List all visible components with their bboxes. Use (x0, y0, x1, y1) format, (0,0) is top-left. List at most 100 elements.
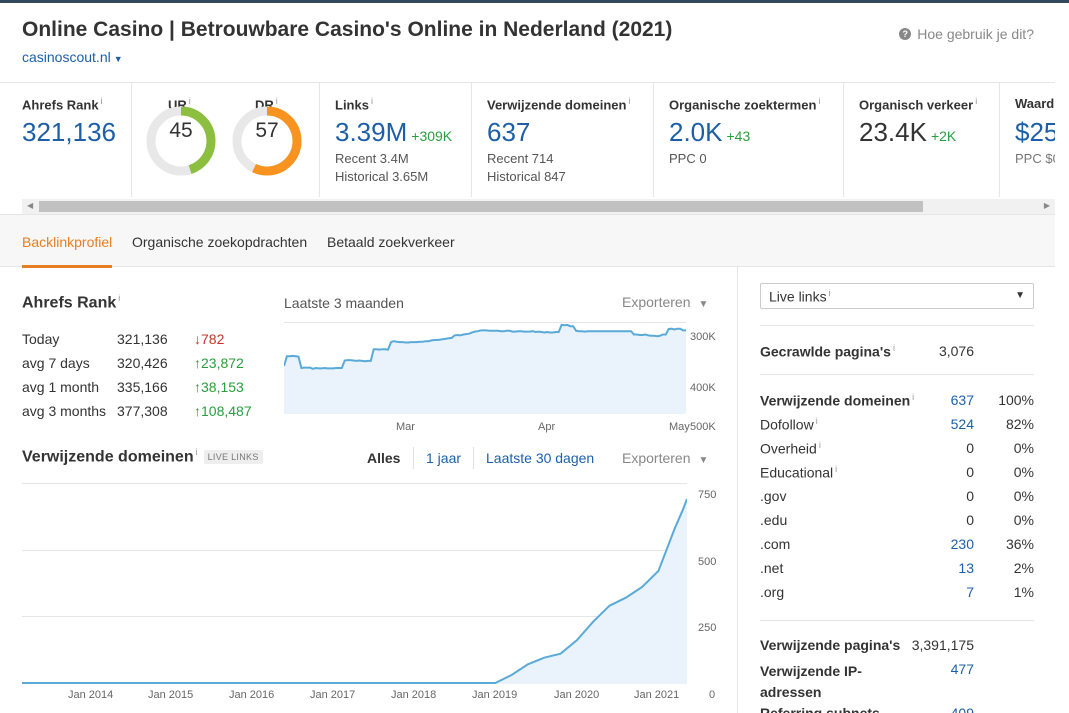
range-divider (473, 447, 474, 469)
rank-row-change: ↑38,153 (194, 379, 244, 395)
info-icon[interactable]: i (815, 416, 818, 426)
rank-row-label: avg 1 month (22, 379, 100, 395)
metric-ahrefs-rank: Ahrefs Rank i 321,136 (0, 83, 132, 197)
stat-row: Overheid i 0 0% (760, 440, 1034, 460)
stat-row: .net 13 2% (760, 560, 1034, 580)
stat-value-link[interactable]: 477 (950, 661, 974, 677)
rank-y-tick: 400K (690, 382, 716, 394)
arrow-down-icon: ↓ (194, 331, 201, 347)
caret-down-icon: ▼ (1015, 290, 1025, 301)
chevron-down-icon: ▼ (113, 54, 123, 64)
divider (760, 620, 1034, 621)
export-label: Exporteren (622, 294, 691, 310)
info-icon[interactable]: i (275, 96, 278, 106)
range-1-year[interactable]: 1 jaar (426, 450, 462, 466)
ref-domains-value[interactable]: 637 (487, 117, 531, 147)
metric-links: Links i 3.39M +309K Recent 3.4M Historical… (320, 83, 472, 197)
ref-y-tick: 250 (698, 622, 717, 634)
info-icon[interactable]: i (818, 440, 821, 450)
organic-traffic-delta: +2K (930, 128, 957, 144)
info-icon[interactable]: i (100, 96, 103, 106)
links-delta: +309K (411, 128, 453, 144)
info-icon[interactable]: i (892, 343, 895, 353)
info-icon[interactable]: i (912, 392, 915, 402)
rank-row-change-value: 108,487 (201, 403, 252, 419)
scroll-left-icon[interactable]: ◀ (27, 201, 34, 210)
stat-label-text: Dofollow (760, 416, 814, 433)
info-icon[interactable]: i (118, 293, 121, 303)
rank-row-label: Today (22, 331, 60, 347)
rank-area (284, 324, 686, 414)
links-value[interactable]: 3.39M (335, 117, 408, 147)
arrow-up-icon: ↑ (194, 379, 201, 395)
stat-value-link[interactable]: 13 (958, 560, 974, 576)
divider (760, 325, 1034, 326)
rank-export-button[interactable]: Exporteren ▼ (622, 294, 708, 310)
stat-percent: 82% (1005, 416, 1034, 432)
ref-y-tick: 0 (709, 689, 716, 701)
info-icon[interactable]: i (188, 96, 191, 106)
stat-ref-domains: Verwijzende domeinen i 637 100% (760, 392, 1034, 412)
stat-label: Verwijzende IP-adressen (760, 661, 862, 703)
stat-label: Dofollow i (760, 416, 818, 433)
ref-x-tick: Jan 2021 (634, 689, 680, 701)
scroll-right-icon[interactable]: ▶ (1043, 201, 1050, 210)
metric-organic-traffic: Organisch verkeer i 23.4K +2K (844, 83, 1000, 197)
range-all[interactable]: Alles (367, 450, 401, 466)
scrollbar-thumb[interactable] (39, 201, 923, 212)
value-value[interactable]: $25 (1015, 117, 1055, 147)
stat-value: 0 (966, 440, 974, 456)
help-label: Hoe gebruik je dit? (917, 26, 1034, 42)
tab-backlinkprofiel[interactable]: Backlinkprofiel (22, 234, 113, 250)
rank-row-value: 335,166 (117, 379, 168, 395)
ahrefs-rank-value[interactable]: 321,136 (22, 117, 116, 147)
organic-keywords-value[interactable]: 2.0K (669, 117, 723, 147)
info-icon[interactable]: i (370, 96, 373, 106)
stat-label-text: .edu (760, 512, 788, 528)
rank-row-value: 320,426 (117, 355, 168, 371)
stat-percent: 0% (1013, 440, 1034, 456)
stat-percent: 0% (1013, 512, 1034, 528)
range-divider (413, 447, 414, 469)
rank-row-change-value: 782 (201, 331, 225, 347)
stat-value-link[interactable]: 7 (966, 584, 974, 600)
ref-x-tick: Jan 2014 (68, 689, 114, 701)
info-icon[interactable]: i (818, 96, 821, 106)
stat-label-text: .gov (760, 488, 787, 504)
stat-label: Gecrawlde pagina's (760, 343, 891, 360)
tab-organische-zoekopdrachten[interactable]: Organische zoekopdrachten (132, 234, 308, 250)
info-icon: i (828, 288, 831, 298)
ref-area (22, 499, 687, 684)
rank-row-label: avg 3 months (22, 403, 107, 419)
stat-value-link[interactable]: 524 (950, 416, 974, 432)
divider (760, 374, 1034, 375)
live-links-select-label: Live links (769, 288, 827, 305)
stat-row: Educational i 0 0% (760, 464, 1034, 484)
live-links-select[interactable]: Live links i ▼ (760, 283, 1034, 309)
ref-y-tick: 500 (698, 556, 717, 568)
stat-label-line: Verwijzende IP- (760, 663, 862, 679)
stat-value: 3,076 (938, 343, 974, 359)
help-link[interactable]: ? Hoe gebruik je dit? (899, 26, 1034, 42)
top-accent-bar (0, 0, 1069, 3)
stat-value-link[interactable]: 409 (950, 705, 974, 713)
stat-percent: 0% (1013, 464, 1034, 480)
info-icon[interactable]: i (195, 447, 198, 457)
range-last-30-days[interactable]: Laatste 30 dagen (486, 450, 595, 466)
ur-gauge (146, 106, 216, 176)
info-icon[interactable]: i (975, 96, 978, 106)
rank-row-change-value: 38,153 (201, 379, 244, 395)
info-icon[interactable]: i (628, 96, 631, 106)
domain-dropdown[interactable]: casinoscout.nl ▼ (22, 49, 123, 65)
ref-x-tick: Jan 2015 (148, 689, 194, 701)
info-icon[interactable]: i (835, 464, 838, 474)
tab-betaald-zoekverkeer[interactable]: Betaald zoekverkeer (327, 234, 455, 250)
value-label: Waard (1015, 96, 1055, 111)
stat-value-link[interactable]: 637 (950, 392, 974, 408)
stat-row: Dofollow i 524 82% (760, 416, 1034, 436)
ref-domains-export-button[interactable]: Exporteren ▼ (622, 450, 708, 466)
horizontal-scrollbar[interactable]: ◀ ▶ (22, 199, 1055, 214)
stat-row: .edu 0 0% (760, 512, 1034, 532)
organic-keywords-delta: +43 (726, 128, 751, 144)
stat-value-link[interactable]: 230 (950, 536, 974, 552)
